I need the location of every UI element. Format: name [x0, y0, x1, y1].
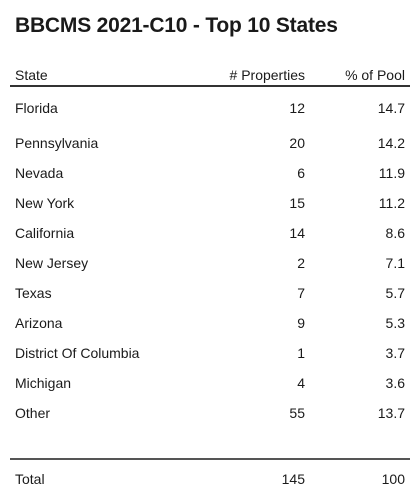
cell-properties: 1 — [297, 345, 305, 361]
cell-state: Florida — [15, 99, 58, 116]
cell-state: Michigan — [15, 375, 72, 391]
total-row: Total 145 100 — [10, 458, 410, 498]
cell-pool: 5.3 — [385, 315, 405, 331]
cell-pool: 5.7 — [385, 285, 405, 301]
table-row: New York 15 11.2 — [10, 188, 410, 218]
table-row: Pennsylvania 20 14.2 — [10, 128, 410, 158]
cell-state: Texas — [15, 285, 52, 301]
cell-properties: 14 — [289, 225, 305, 241]
cell-properties: 7 — [297, 285, 305, 301]
cell-state: Pennsylvania — [15, 135, 99, 151]
table-row: California 14 8.6 — [10, 218, 410, 248]
total-pool: 100 — [310, 458, 410, 498]
states-table: State # Properties % of Pool Florida 12 14… — [10, 64, 410, 498]
table-body: Florida 12 14.7 Pennsylvania 20 14.2 Nevada 6 11… — [10, 86, 410, 428]
cell-pool: 14.7 — [377, 99, 405, 116]
cell-pool: 3.6 — [385, 375, 405, 391]
table-row: Nevada 6 11.9 — [10, 158, 410, 188]
cell-pool: 14.2 — [377, 135, 405, 151]
header-row: State # Properties % of Pool — [10, 64, 410, 87]
cell-properties: 12 — [289, 99, 305, 116]
table-row: New Jersey 2 7.1 — [10, 248, 410, 278]
cell-properties: 55 — [289, 405, 305, 421]
table-row: District Of Columbia 1 3.7 — [10, 338, 410, 368]
table-row: Other 55 13.7 — [10, 398, 410, 428]
column-header-properties: # Properties — [182, 64, 310, 87]
table-row: Florida 12 14.7 — [10, 86, 410, 128]
cell-state: New Jersey — [15, 255, 89, 271]
cell-state: Other — [15, 405, 51, 421]
table-title: BBCMS 2021-C10 - Top 10 States — [15, 14, 338, 37]
table-row: Michigan 4 3.6 — [10, 368, 410, 398]
table-row: Arizona 9 5.3 — [10, 308, 410, 338]
cell-pool: 3.7 — [385, 345, 405, 361]
cell-pool: 7.1 — [385, 255, 405, 271]
cell-state: Nevada — [15, 165, 64, 181]
cell-state: Arizona — [15, 315, 63, 331]
cell-pool: 13.7 — [377, 405, 405, 421]
cell-pool: 11.2 — [378, 195, 405, 211]
table-row: Texas 7 5.7 — [10, 278, 410, 308]
cell-pool: 11.9 — [378, 165, 405, 181]
cell-properties: 9 — [297, 315, 305, 331]
column-header-pool: % of Pool — [310, 64, 410, 87]
spacer-row — [10, 428, 410, 459]
cell-properties: 15 — [289, 195, 305, 211]
cell-state: New York — [15, 195, 75, 211]
cell-pool: 8.6 — [385, 225, 405, 241]
cell-properties: 6 — [297, 165, 305, 181]
cell-state: California — [15, 225, 75, 241]
cell-properties: 20 — [289, 135, 305, 151]
total-label: Total — [10, 458, 182, 498]
cell-properties: 4 — [297, 375, 305, 391]
cell-state: District Of Columbia — [15, 345, 140, 361]
column-header-state: State — [10, 64, 182, 87]
cell-properties: 2 — [297, 255, 305, 271]
total-properties: 145 — [182, 458, 310, 498]
